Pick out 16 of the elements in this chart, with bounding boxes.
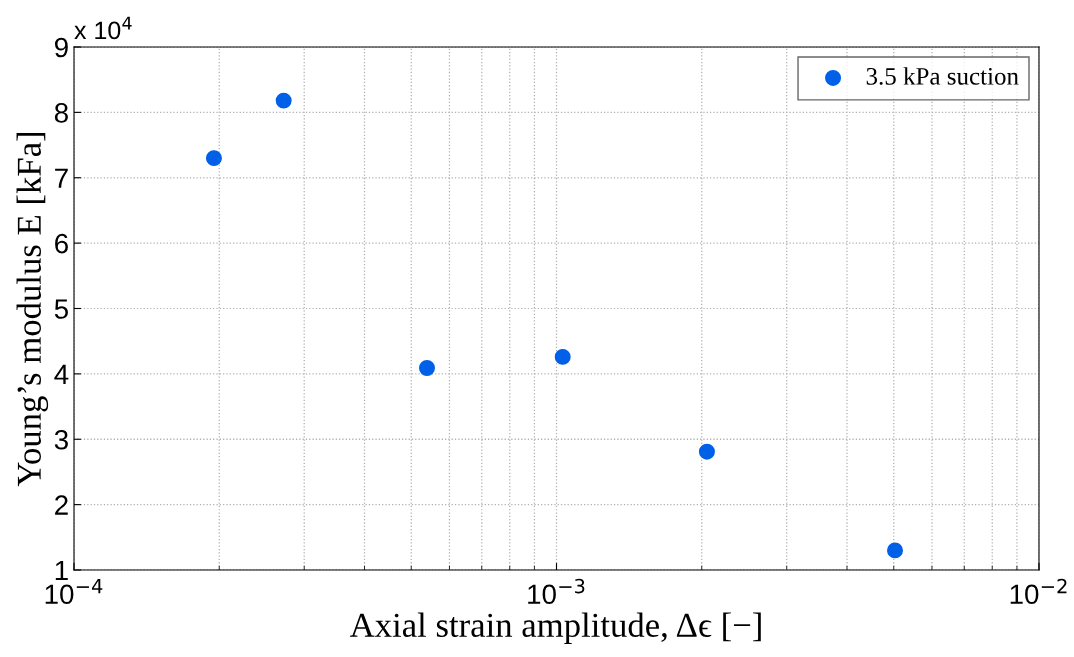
text: x 10$^{4}$ [74, 16, 132, 40]
y-tick-label: 2 [55, 495, 68, 515]
x-axis-title: Axial strain amplitude, Δϵ [−] [349, 612, 761, 645]
y-tick-label: 3 [54, 429, 68, 450]
y-tick-label: 9 [54, 37, 68, 58]
x-tick-label: 10$^{−4}$ [45, 579, 103, 605]
x-tick-label: 10$^{−3}$ [528, 578, 585, 605]
y-tick-label: 6 [55, 233, 68, 254]
y-tick-label: 5 [54, 299, 68, 319]
y-axis-title: Young’s modulus E [kFa] [16, 132, 49, 487]
y-tick-label: 8 [54, 103, 68, 123]
x-tick-label: 10$^{−2}$ [1010, 578, 1067, 605]
y-tick-label: 1 [55, 560, 68, 581]
legend-label: 3.5 kPa suction [866, 67, 1019, 85]
y-tick-label: 7 [55, 168, 68, 188]
y-tick-label: 4 [54, 364, 69, 384]
